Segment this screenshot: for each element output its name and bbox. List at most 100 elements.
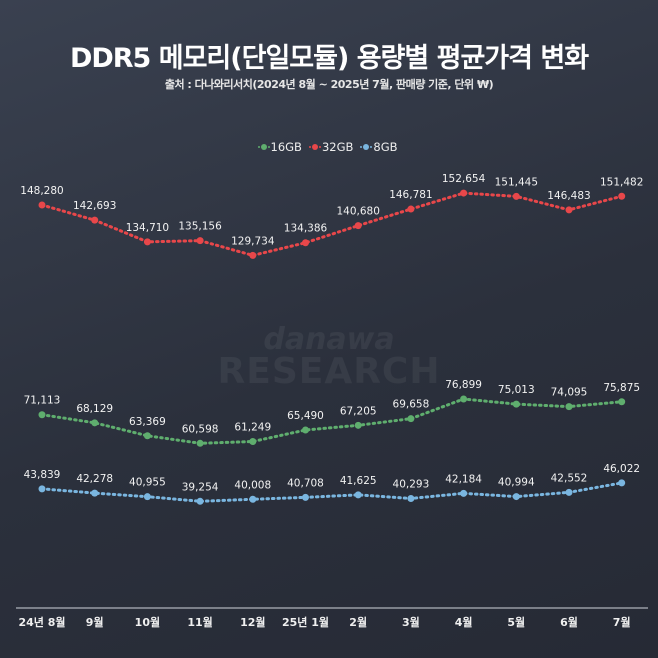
- data-label: 67,205: [340, 405, 377, 417]
- legend-marker-icon: [363, 144, 370, 150]
- data-label: 146,483: [547, 190, 590, 202]
- data-label: 42,552: [551, 472, 588, 484]
- chart-subtitle: 출처 : 다나와리서치(2024년 8월 ~ 2025년 7월, 판매량 기준,…: [164, 78, 494, 91]
- x-tick-label: 3월: [402, 615, 420, 629]
- data-point: [407, 494, 415, 502]
- data-point: [302, 239, 309, 247]
- data-label: 42,184: [445, 473, 482, 485]
- data-point: [143, 432, 151, 440]
- x-tick-label: 11월: [187, 615, 212, 629]
- data-point: [512, 493, 520, 501]
- data-label: 40,293: [393, 478, 430, 490]
- x-tick-label: 25년 1월: [282, 615, 329, 629]
- data-point: [38, 485, 46, 493]
- data-label: 61,249: [234, 422, 271, 434]
- data-point: [407, 415, 415, 423]
- data-label: 68,129: [76, 403, 113, 415]
- data-point: [196, 439, 204, 447]
- data-point: [38, 201, 46, 209]
- data-point: [565, 206, 573, 214]
- data-label: 40,994: [498, 477, 535, 489]
- data-label: 63,369: [129, 416, 166, 428]
- legend-marker-icon: [260, 144, 267, 150]
- series-line-8GB: [40, 481, 624, 503]
- data-label: 65,490: [287, 410, 324, 422]
- data-label: 151,482: [600, 176, 643, 188]
- data-label: 71,113: [24, 395, 61, 407]
- data-label: 148,280: [20, 185, 63, 197]
- data-label: 39,254: [182, 481, 219, 493]
- data-point: [249, 251, 257, 259]
- data-label: 75,875: [603, 382, 640, 394]
- chart-title: DDR5 메모리(단일모듈) 용량별 평균가격 변화: [69, 43, 589, 74]
- data-label: 140,680: [336, 206, 379, 218]
- data-point: [460, 189, 468, 197]
- data-point: [302, 426, 309, 434]
- data-point: [618, 192, 626, 200]
- data-point: [91, 489, 99, 497]
- data-label: 69,658: [393, 399, 430, 411]
- x-tick-label: 4월: [455, 615, 473, 629]
- data-label: 134,710: [126, 222, 169, 234]
- data-label: 135,156: [178, 221, 222, 233]
- series-line-32GB: [40, 191, 624, 257]
- data-point: [512, 192, 520, 200]
- data-label: 151,445: [495, 176, 538, 188]
- data-point: [354, 421, 362, 429]
- data-label: 76,899: [445, 379, 482, 391]
- data-point: [249, 495, 257, 503]
- x-tick-label: 5월: [507, 615, 525, 629]
- series-line-16GB: [40, 397, 624, 445]
- data-point: [512, 400, 520, 408]
- data-point: [91, 419, 99, 427]
- data-label: 43,839: [24, 469, 61, 481]
- x-tick-label: 9월: [86, 615, 104, 629]
- data-label: 146,781: [389, 189, 432, 201]
- data-point: [38, 411, 46, 419]
- x-tick-label: 7월: [613, 615, 631, 629]
- x-tick-label: 12월: [240, 615, 265, 629]
- data-point: [618, 398, 626, 406]
- data-label: 142,693: [73, 200, 116, 212]
- legend-item-8gb[interactable]: 8GB: [363, 140, 398, 154]
- legend-label: 16GB: [270, 140, 302, 154]
- x-tick-label: 6월: [560, 615, 578, 629]
- data-point: [565, 403, 573, 411]
- data-label: 152,654: [442, 173, 486, 185]
- data-point: [249, 438, 257, 446]
- data-point: [196, 497, 204, 505]
- data-label: 41,625: [340, 475, 377, 487]
- data-point: [460, 395, 468, 403]
- data-point: [354, 222, 362, 230]
- data-point: [407, 205, 415, 213]
- data-label: 40,708: [287, 477, 324, 489]
- data-label: 134,386: [284, 223, 328, 235]
- data-label: 74,095: [551, 387, 588, 399]
- data-label: 129,734: [231, 235, 275, 247]
- data-label: 40,008: [234, 479, 271, 491]
- data-point: [618, 479, 626, 487]
- legend-label: 8GB: [373, 140, 398, 154]
- data-point: [91, 216, 99, 224]
- legend-item-32gb[interactable]: 32GB: [311, 140, 354, 154]
- legend-marker-icon: [311, 144, 318, 150]
- data-label: 42,278: [76, 473, 113, 485]
- data-point: [460, 489, 468, 497]
- x-tick-label: 2월: [349, 615, 367, 629]
- data-label: 60,598: [182, 423, 219, 435]
- legend-item-16gb[interactable]: 16GB: [260, 140, 302, 154]
- x-tick-label: 24년 8월: [18, 615, 65, 629]
- data-label: 75,013: [498, 384, 535, 396]
- watermark-logo: danawa RESEARCH: [217, 322, 441, 392]
- data-point: [565, 488, 573, 496]
- x-tick-label: 10월: [135, 615, 160, 629]
- data-point: [143, 493, 151, 501]
- data-point: [143, 238, 151, 246]
- legend-label: 32GB: [321, 140, 354, 154]
- data-label: 46,022: [603, 463, 640, 475]
- legend: 16GB 32GB 8GB: [0, 140, 658, 154]
- data-label: 40,955: [129, 477, 166, 489]
- data-point: [354, 491, 362, 499]
- data-point: [196, 237, 204, 245]
